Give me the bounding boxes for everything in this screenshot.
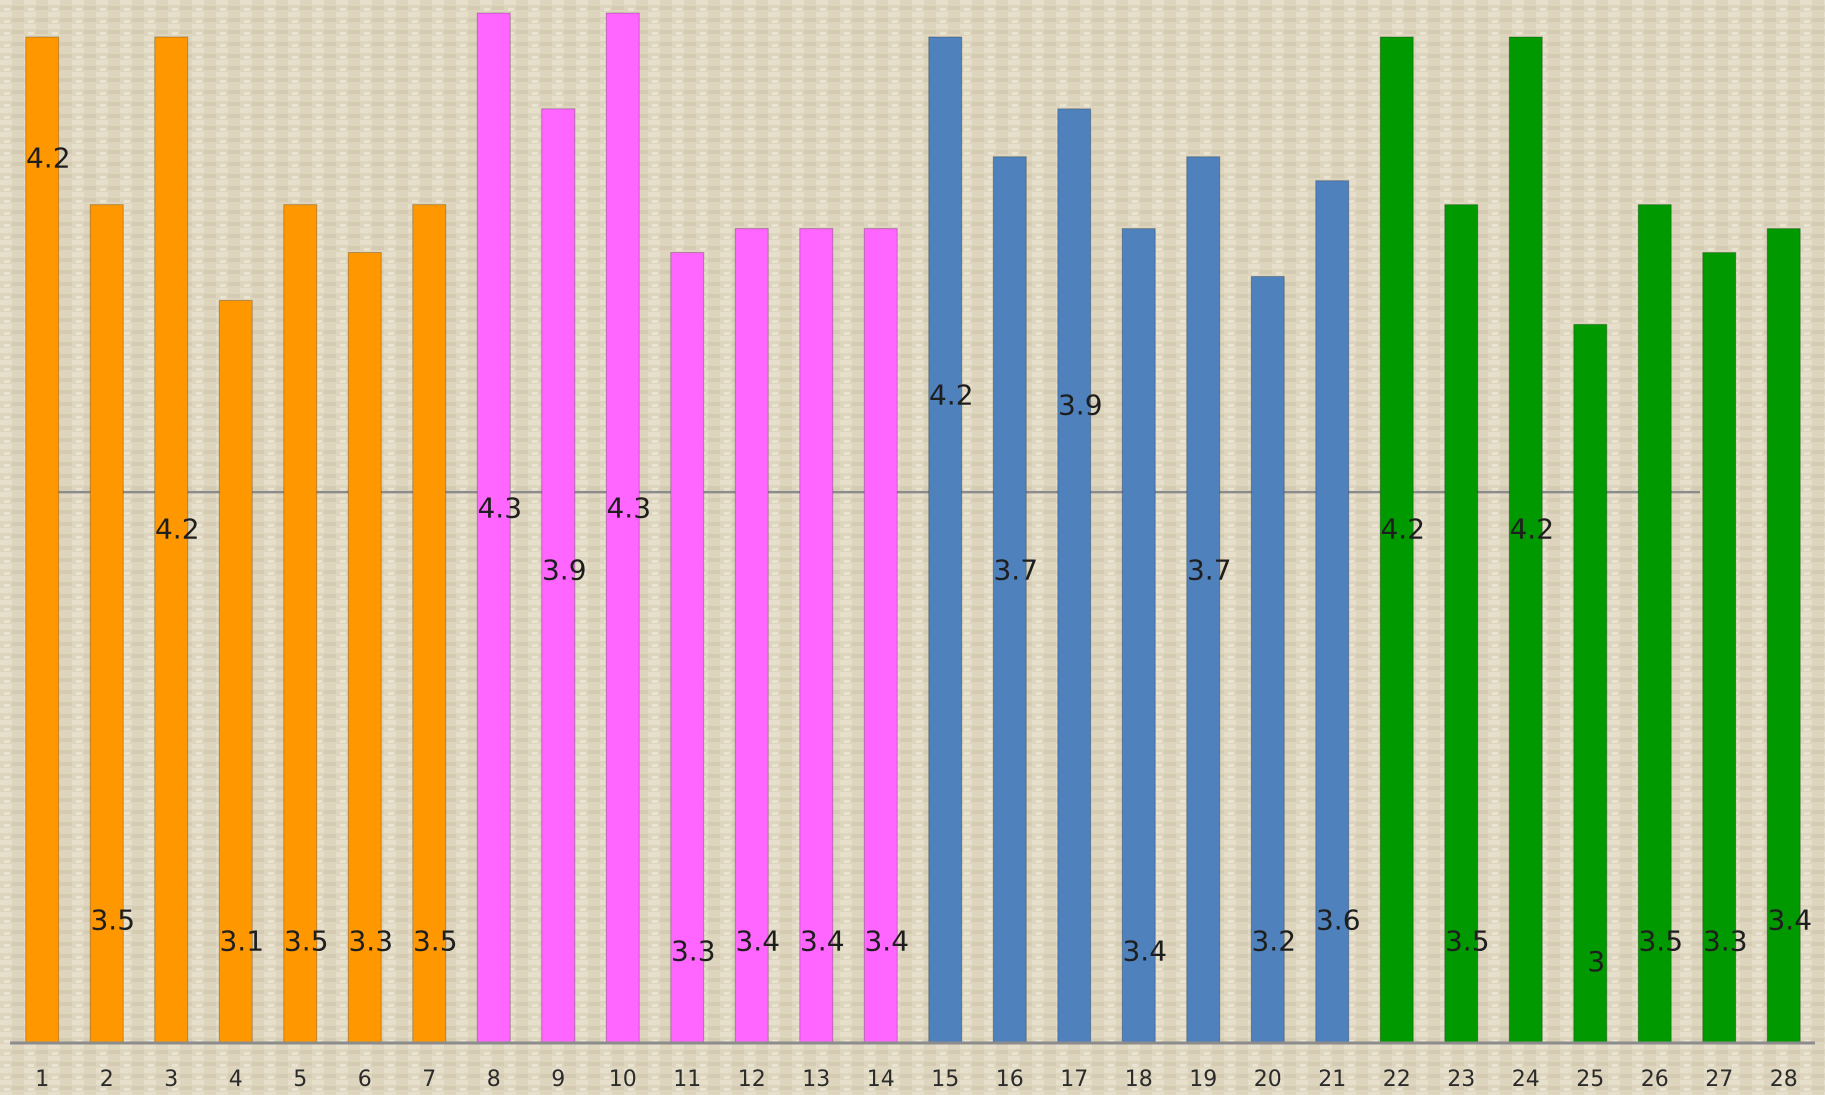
x-tick-label: 12 [738, 1067, 766, 1092]
bar-23 [1444, 204, 1479, 1044]
x-tick-label: 27 [1705, 1067, 1733, 1092]
data-label: 3.3 [1703, 924, 1748, 957]
x-tick-label: 9 [551, 1067, 565, 1092]
bar-8 [476, 12, 511, 1044]
bar-12 [734, 228, 769, 1044]
data-label: 3.5 [284, 924, 329, 957]
bar-5 [283, 204, 318, 1044]
data-label: 3.4 [800, 924, 845, 957]
x-tick-label: 21 [1318, 1067, 1346, 1092]
x-tick-label: 23 [1447, 1067, 1475, 1092]
x-tick-label: 19 [1189, 1067, 1217, 1092]
data-label: 3.5 [1445, 924, 1490, 957]
x-tick-label: 17 [1060, 1067, 1088, 1092]
x-tick-label: 18 [1125, 1067, 1153, 1092]
x-tick-label: 10 [609, 1067, 637, 1092]
data-label: 3.1 [219, 924, 264, 957]
bar-27 [1702, 252, 1737, 1044]
x-tick-label: 28 [1770, 1067, 1798, 1092]
data-label: 3.7 [1187, 554, 1232, 587]
data-label: 3.4 [735, 924, 780, 957]
bar-19 [1186, 156, 1221, 1044]
data-label: 4.2 [26, 142, 71, 175]
data-label: 4.2 [1380, 512, 1425, 545]
x-tick-label: 6 [358, 1067, 372, 1092]
x-tick-label: 13 [802, 1067, 830, 1092]
bar-22 [1379, 36, 1414, 1044]
x-tick-label: 2 [100, 1067, 114, 1092]
bar-25 [1573, 323, 1608, 1044]
bar-16 [992, 156, 1027, 1044]
bars-group [25, 12, 1801, 1044]
data-label: 3.5 [413, 924, 458, 957]
x-tick-label: 8 [487, 1067, 501, 1092]
data-label: 3.5 [90, 904, 135, 937]
bar-28 [1766, 228, 1801, 1044]
x-tick-label: 14 [867, 1067, 895, 1092]
x-tick-label: 22 [1383, 1067, 1411, 1092]
bar-15 [928, 36, 963, 1044]
bar-1 [25, 36, 60, 1044]
x-tick-label: 11 [673, 1067, 701, 1092]
data-label: 3.9 [542, 554, 587, 587]
bar-13 [799, 228, 834, 1044]
data-label: 4.2 [929, 378, 974, 411]
bar-7 [412, 204, 447, 1044]
x-tick-label: 26 [1641, 1067, 1669, 1092]
x-tick-label: 1 [35, 1067, 49, 1092]
data-labels: 4.2 3.5 4.2 3.1 3.5 3.3 3.5 4.3 3.9 4.3 3.3 3.4 3.4 3… [26, 142, 1812, 978]
data-label: 4.3 [606, 492, 651, 525]
data-label: 3.6 [1316, 904, 1361, 937]
data-label: 3.9 [1058, 389, 1103, 422]
x-tick-label: 25 [1576, 1067, 1604, 1092]
bar-10 [605, 12, 640, 1044]
data-label: 4.2 [1509, 512, 1554, 545]
data-label: 3.4 [864, 924, 909, 957]
data-label: 3.5 [1638, 924, 1683, 957]
data-label: 3.7 [993, 554, 1038, 587]
data-label: 3.2 [1251, 924, 1296, 957]
bar-24 [1508, 36, 1543, 1044]
x-tick-label: 4 [229, 1067, 243, 1092]
data-label: 3.3 [671, 935, 716, 968]
x-tick-label: 3 [164, 1067, 178, 1092]
bar-2 [89, 204, 124, 1044]
data-label: 4.3 [477, 492, 522, 525]
bar-26 [1637, 204, 1672, 1044]
data-label: 3 [1587, 945, 1605, 978]
x-tick-label: 24 [1512, 1067, 1540, 1092]
bar-18 [1121, 228, 1156, 1044]
data-label: 3.3 [348, 924, 393, 957]
data-label: 4.2 [155, 512, 200, 545]
bar-4 [218, 299, 253, 1044]
x-tick-labels: 1 2 3 4 5 6 7 8 9 10 11 12 13 14 15 16 17 18 19 20 21 22 23 24 2… [35, 1067, 1798, 1092]
bar-17 [1057, 108, 1092, 1044]
x-tick-label: 5 [293, 1067, 307, 1092]
bar-9 [541, 108, 576, 1044]
x-tick-label: 20 [1254, 1067, 1282, 1092]
x-tick-label: 15 [931, 1067, 959, 1092]
x-tick-label: 16 [996, 1067, 1024, 1092]
bar-14 [863, 228, 898, 1044]
bar-11 [670, 252, 705, 1044]
data-label: 3.4 [1767, 904, 1812, 937]
data-label: 3.4 [1122, 935, 1167, 968]
x-tick-label: 7 [422, 1067, 436, 1092]
bar-6 [347, 252, 382, 1044]
